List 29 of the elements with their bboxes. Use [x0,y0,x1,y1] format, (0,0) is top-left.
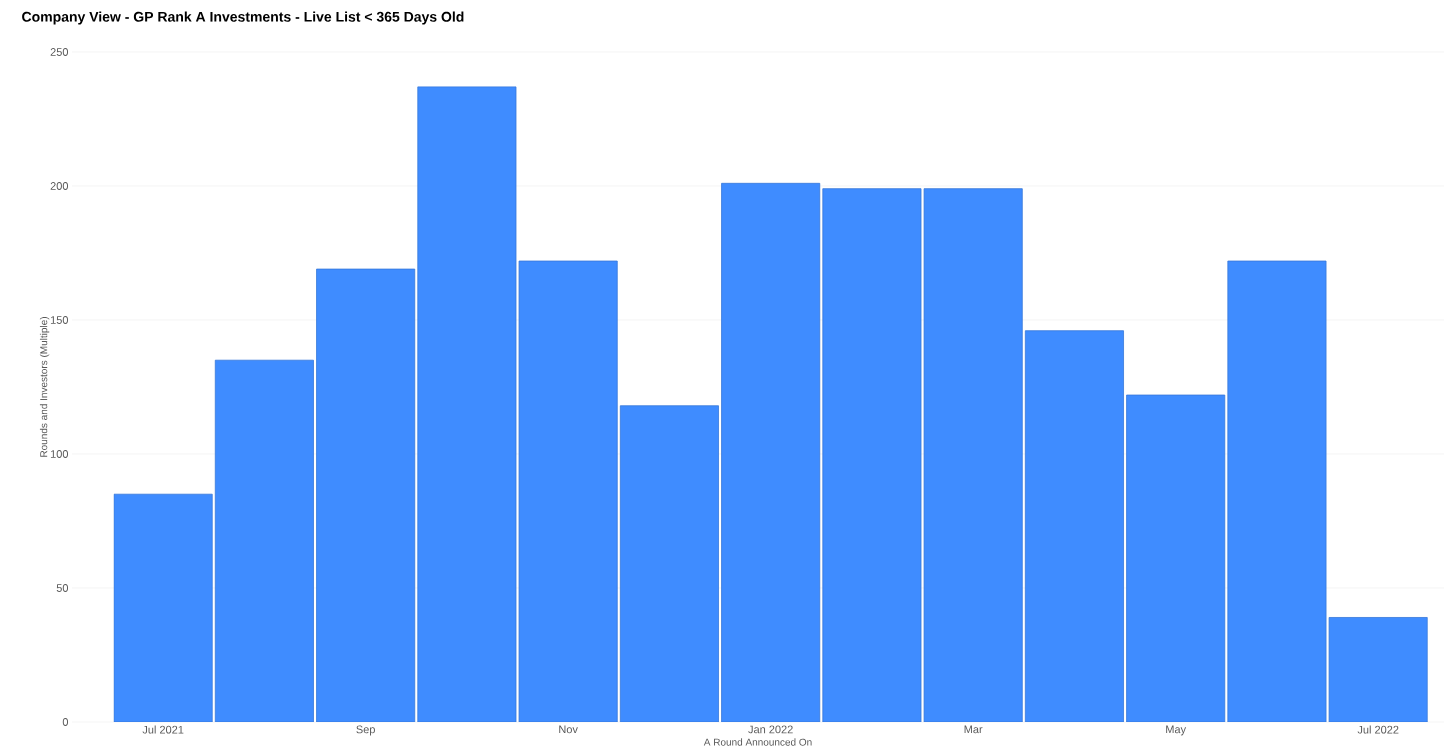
chart-title: Company View - GP Rank A Investments - Live List < 365 Days Old [22,11,464,25]
bar [215,360,314,722]
y-tick-label: 50 [56,584,69,592]
bar [822,188,922,722]
x-tick-label: May [1166,725,1187,736]
bar [721,183,820,722]
bar [417,86,517,722]
y-tick-label: 100 [50,450,69,458]
bar [620,405,719,722]
y-tick-label: 0 [62,718,69,726]
bar [924,188,1023,722]
bar [1227,261,1327,722]
y-tick-label: 200 [50,182,69,190]
x-tick-label: Jul 2021 [142,725,184,734]
bar [1126,395,1225,722]
x-tick-label: Sep [356,725,375,736]
bar [114,494,213,722]
bar [519,261,618,722]
y-axis-title: Rounds and Investors (Multiple) [39,317,50,457]
bar [1328,617,1428,722]
bar [316,269,415,722]
x-tick-label: Nov [559,725,578,734]
bar [1025,330,1124,722]
y-tick-label: 150 [50,316,69,324]
x-tick-label: Jul 2022 [1357,725,1399,734]
x-axis-title: A Round Announced On [703,738,812,746]
x-tick-label: Mar [964,725,983,734]
x-tick-label: Jan 2022 [748,725,793,734]
y-tick-label: 250 [50,48,69,56]
